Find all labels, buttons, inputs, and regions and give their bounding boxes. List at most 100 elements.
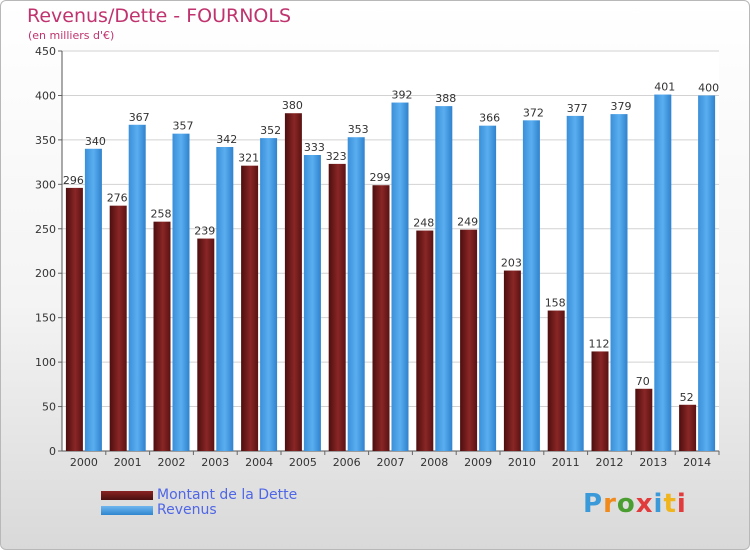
x-tick-label: 2006 [333,456,361,469]
bar-dette [284,113,302,451]
data-label-revenus: 333 [304,141,325,154]
bar-dette [65,187,83,451]
data-label-dette: 249 [457,216,478,229]
data-label-revenus: 379 [611,100,632,113]
bar-chart: 0 50 100 150 200 250 300 350 400 450 2000 296 340 200… [35,45,720,469]
data-label-dette: 239 [194,225,215,238]
bar-dette [591,351,609,451]
bar-revenus [128,124,146,452]
y-tick-label: 200 [35,267,56,280]
bar-dette [547,310,565,451]
bar-dette [679,404,697,451]
x-tick-label: 2003 [201,456,229,469]
data-label-revenus: 366 [479,112,500,125]
bar-revenus [84,148,102,451]
logo-letter: i [676,489,687,519]
bar-dette [197,238,215,451]
bar-revenus [610,114,628,451]
y-tick-label: 300 [35,178,56,191]
bar-dette [635,388,653,451]
bar-revenus [260,138,278,451]
x-tick-label: 2005 [289,456,317,469]
data-label-revenus: 340 [85,135,106,148]
plot-area [62,51,719,451]
data-label-dette: 380 [282,99,303,112]
data-label-dette: 323 [326,150,347,163]
logo-letter: x [635,489,654,519]
bar-revenus [303,155,321,451]
data-label-dette: 321 [238,152,259,165]
bar-dette [241,165,259,451]
bar-dette [460,229,478,451]
data-label-dette: 276 [107,192,128,205]
data-label-revenus: 353 [348,123,369,136]
data-label-revenus: 352 [260,124,281,137]
logo-letter: P [583,489,604,519]
data-label-dette: 203 [501,257,522,270]
bar-dette [372,185,390,451]
data-label-dette: 299 [370,171,391,184]
data-label-revenus: 388 [435,92,456,105]
logo-letter: i [653,489,664,519]
x-tick-label: 2009 [464,456,492,469]
bar-dette [109,205,127,451]
chart-title: Revenus/Dette - FOURNOLS [27,5,292,27]
bar-dette [503,270,521,451]
y-tick-label: 450 [35,45,56,58]
bar-revenus [698,95,716,451]
data-label-revenus: 342 [216,133,237,146]
bar-revenus [172,133,190,451]
data-label-revenus: 400 [698,81,719,94]
data-label-revenus: 377 [567,102,588,115]
x-tick-label: 2004 [245,456,273,469]
x-tick-label: 2014 [683,456,711,469]
logo-letter: t [663,489,677,519]
bar-revenus [347,137,365,451]
y-tick-label: 100 [35,356,56,369]
data-label-revenus: 367 [129,111,150,124]
bar-revenus [435,106,453,451]
y-tick-label: 150 [35,312,56,325]
x-tick-label: 2013 [639,456,667,469]
logo-letter: r [603,489,617,519]
x-tick-label: 2002 [158,456,186,469]
bar-dette [416,230,434,451]
chart-subtitle: (en milliers d'€) [28,29,115,42]
data-label-dette: 258 [151,208,172,221]
x-tick-label: 2001 [114,456,142,469]
legend-swatch-dette [101,490,153,500]
x-tick-label: 2010 [508,456,536,469]
bar-dette [153,221,171,451]
legend-label-revenus: Revenus [157,502,217,518]
data-label-dette: 158 [545,297,566,310]
legend-item-dette: Montant de la Dette [101,487,297,503]
y-tick-label: 350 [35,134,56,147]
data-label-dette: 296 [63,174,84,187]
x-tick-label: 2007 [377,456,405,469]
legend-swatch-revenus [101,505,153,515]
bar-dette [328,163,346,451]
bar-revenus [522,120,540,451]
y-tick-label: 0 [49,445,56,458]
y-tick-label: 400 [35,89,56,102]
x-tick-label: 2008 [420,456,448,469]
legend-label-dette: Montant de la Dette [157,487,298,503]
data-label-revenus: 357 [173,120,194,133]
bar-revenus [391,102,409,452]
bar-revenus [566,115,584,451]
proxiti-logo: Proxiti [583,489,687,519]
data-label-dette: 52 [680,391,694,404]
logo-letter: o [616,489,636,519]
bar-revenus [479,125,497,452]
x-tick-label: 2000 [70,456,98,469]
bar-revenus [654,94,672,452]
data-label-revenus: 392 [392,89,413,102]
data-label-revenus: 372 [523,106,544,119]
x-tick-label: 2011 [552,456,580,469]
data-label-dette: 248 [413,217,434,230]
x-tick-label: 2012 [596,456,624,469]
y-tick-label: 50 [42,401,56,414]
legend-item-revenus: Revenus [101,502,217,518]
data-label-dette: 112 [589,337,610,350]
